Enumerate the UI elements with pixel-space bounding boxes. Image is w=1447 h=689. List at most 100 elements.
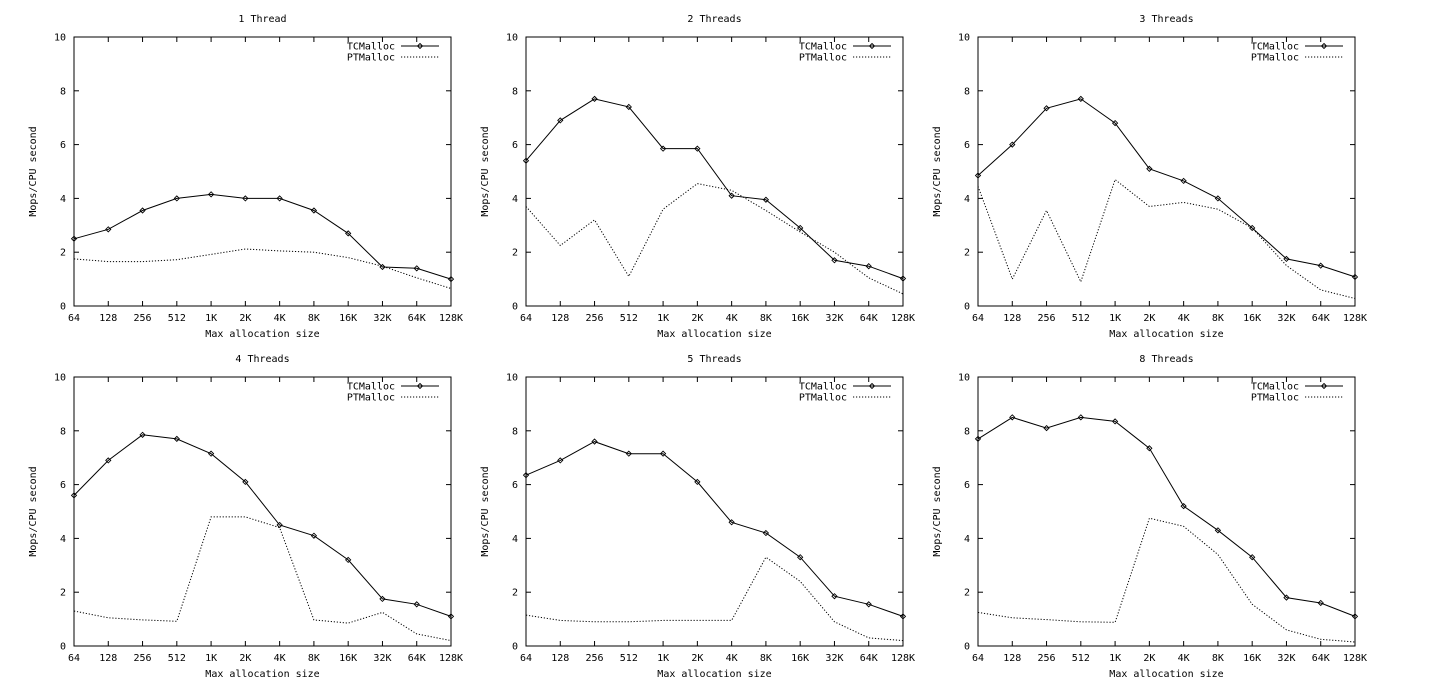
x-axis-label: Max allocation size xyxy=(205,669,319,680)
data-point-tcmalloc xyxy=(762,529,770,537)
plot-frame xyxy=(525,36,904,307)
chart-4: 4 Threads 0 2 4 6 8 10 64 128 256 512 1K 2K 4K 8K 16K 32… xyxy=(28,354,463,680)
x-tick-label: 64K xyxy=(1312,653,1330,664)
x-tick-label: 32K xyxy=(825,313,843,324)
data-point-tcmalloc xyxy=(1009,414,1016,421)
data-point-tcmalloc xyxy=(625,450,632,457)
x-tick-label: 128K xyxy=(1343,313,1367,324)
series-line-ptmalloc xyxy=(977,178,1356,299)
chart-2: 2 Threads 0 2 4 6 8 10 64 128 256 512 1K 2K 4K 8K 16K 32… xyxy=(480,14,915,340)
data-point-tcmalloc xyxy=(1283,255,1290,263)
x-tick-label: 8K xyxy=(1212,313,1224,324)
x-tick-label: 4K xyxy=(1178,653,1190,664)
data-point-tcmalloc xyxy=(591,95,598,103)
x-tick-label: 64K xyxy=(408,313,426,324)
y-tick-label: 6 xyxy=(60,140,66,151)
data-point-tcmalloc xyxy=(139,207,146,214)
data-point-tcmalloc xyxy=(1214,195,1222,202)
x-tick-label: 128 xyxy=(1003,653,1021,664)
data-point-tcmalloc xyxy=(379,595,386,603)
legend-label: PTMalloc xyxy=(347,393,395,404)
data-point-tcmalloc xyxy=(865,601,872,608)
x-tick-label: 128 xyxy=(551,313,569,324)
chart-title: 2 Threads xyxy=(687,14,741,25)
data-point-tcmalloc xyxy=(1111,418,1119,425)
legend-marker xyxy=(1320,382,1328,390)
legend-label: TCMalloc xyxy=(799,382,847,393)
data-point-tcmalloc xyxy=(276,195,283,202)
data-point-tcmalloc xyxy=(797,224,804,232)
x-tick-label: 128K xyxy=(439,313,463,324)
x-tick-label: 256 xyxy=(134,653,152,664)
x-tick-label: 64 xyxy=(68,653,80,664)
data-point-tcmalloc xyxy=(974,172,982,179)
x-tick-label: 2K xyxy=(1143,313,1155,324)
series-line-ptmalloc xyxy=(525,556,904,642)
x-tick-label: 256 xyxy=(134,313,152,324)
series-line-tcmalloc xyxy=(977,98,1356,278)
legend-marker xyxy=(868,382,876,390)
data-point-tcmalloc xyxy=(557,457,564,464)
data-point-tcmalloc xyxy=(413,265,420,272)
x-tick-label: 512 xyxy=(620,653,638,664)
data-point-tcmalloc xyxy=(413,601,420,608)
series-line-tcmalloc xyxy=(73,193,452,280)
data-point-tcmalloc xyxy=(105,457,112,464)
y-tick-label: 0 xyxy=(964,642,970,653)
x-tick-label: 2K xyxy=(239,653,251,664)
data-point-tcmalloc xyxy=(1283,594,1290,601)
legend-label: TCMalloc xyxy=(799,42,847,53)
y-axis-label: Mops/CPU second xyxy=(932,466,943,556)
x-tick-label: 128 xyxy=(99,653,117,664)
series-line-ptmalloc xyxy=(525,183,904,295)
data-point-tcmalloc xyxy=(345,230,352,237)
data-point-tcmalloc xyxy=(1180,177,1187,185)
x-axis-label: Max allocation size xyxy=(1109,329,1223,340)
y-tick-label: 6 xyxy=(964,140,970,151)
y-tick-label: 0 xyxy=(964,302,970,313)
chart-title: 3 Threads xyxy=(1139,14,1193,25)
data-point-tcmalloc xyxy=(310,207,318,214)
x-tick-label: 16K xyxy=(791,313,809,324)
x-tick-label: 16K xyxy=(1243,653,1261,664)
y-tick-label: 10 xyxy=(958,33,970,44)
y-axis-label: Mops/CPU second xyxy=(28,466,39,556)
data-point-tcmalloc xyxy=(1043,105,1050,112)
series-line-ptmalloc xyxy=(977,517,1356,643)
y-axis-label: Mops/CPU second xyxy=(480,466,491,556)
x-tick-label: 64K xyxy=(860,653,878,664)
data-point-tcmalloc xyxy=(728,519,735,526)
chart-1: 1 Thread 0 2 4 6 8 10 64 128 256 512 1K 2K 4K 8K 16K 32K… xyxy=(28,14,463,340)
series-line-tcmalloc xyxy=(525,441,904,617)
x-tick-label: 16K xyxy=(339,653,357,664)
plot-frame xyxy=(73,36,452,307)
legend-marker xyxy=(416,42,424,50)
y-tick-label: 2 xyxy=(964,248,970,259)
x-tick-label: 16K xyxy=(791,653,809,664)
series-line-tcmalloc xyxy=(525,98,904,280)
data-point-tcmalloc xyxy=(591,438,598,445)
data-point-tcmalloc xyxy=(1351,613,1359,620)
y-tick-label: 10 xyxy=(54,373,66,384)
legend-label: TCMalloc xyxy=(1251,42,1299,53)
x-tick-label: 64K xyxy=(1312,313,1330,324)
x-tick-label: 128K xyxy=(439,653,463,664)
x-tick-label: 2K xyxy=(691,653,703,664)
data-point-tcmalloc xyxy=(625,103,632,111)
legend-label: PTMalloc xyxy=(799,53,847,64)
x-tick-label: 4K xyxy=(726,313,738,324)
data-point-tcmalloc xyxy=(1180,502,1187,510)
x-tick-label: 128 xyxy=(1003,313,1021,324)
data-point-tcmalloc xyxy=(173,195,180,202)
data-point-tcmalloc xyxy=(1317,262,1324,269)
data-point-tcmalloc xyxy=(207,450,215,457)
data-point-tcmalloc xyxy=(694,145,701,152)
data-point-tcmalloc xyxy=(1077,95,1084,103)
x-tick-label: 64K xyxy=(860,313,878,324)
y-tick-label: 8 xyxy=(964,426,970,437)
legend-marker xyxy=(868,42,876,50)
data-point-tcmalloc xyxy=(1351,273,1359,281)
y-tick-label: 4 xyxy=(60,534,66,545)
data-point-tcmalloc xyxy=(522,157,530,164)
